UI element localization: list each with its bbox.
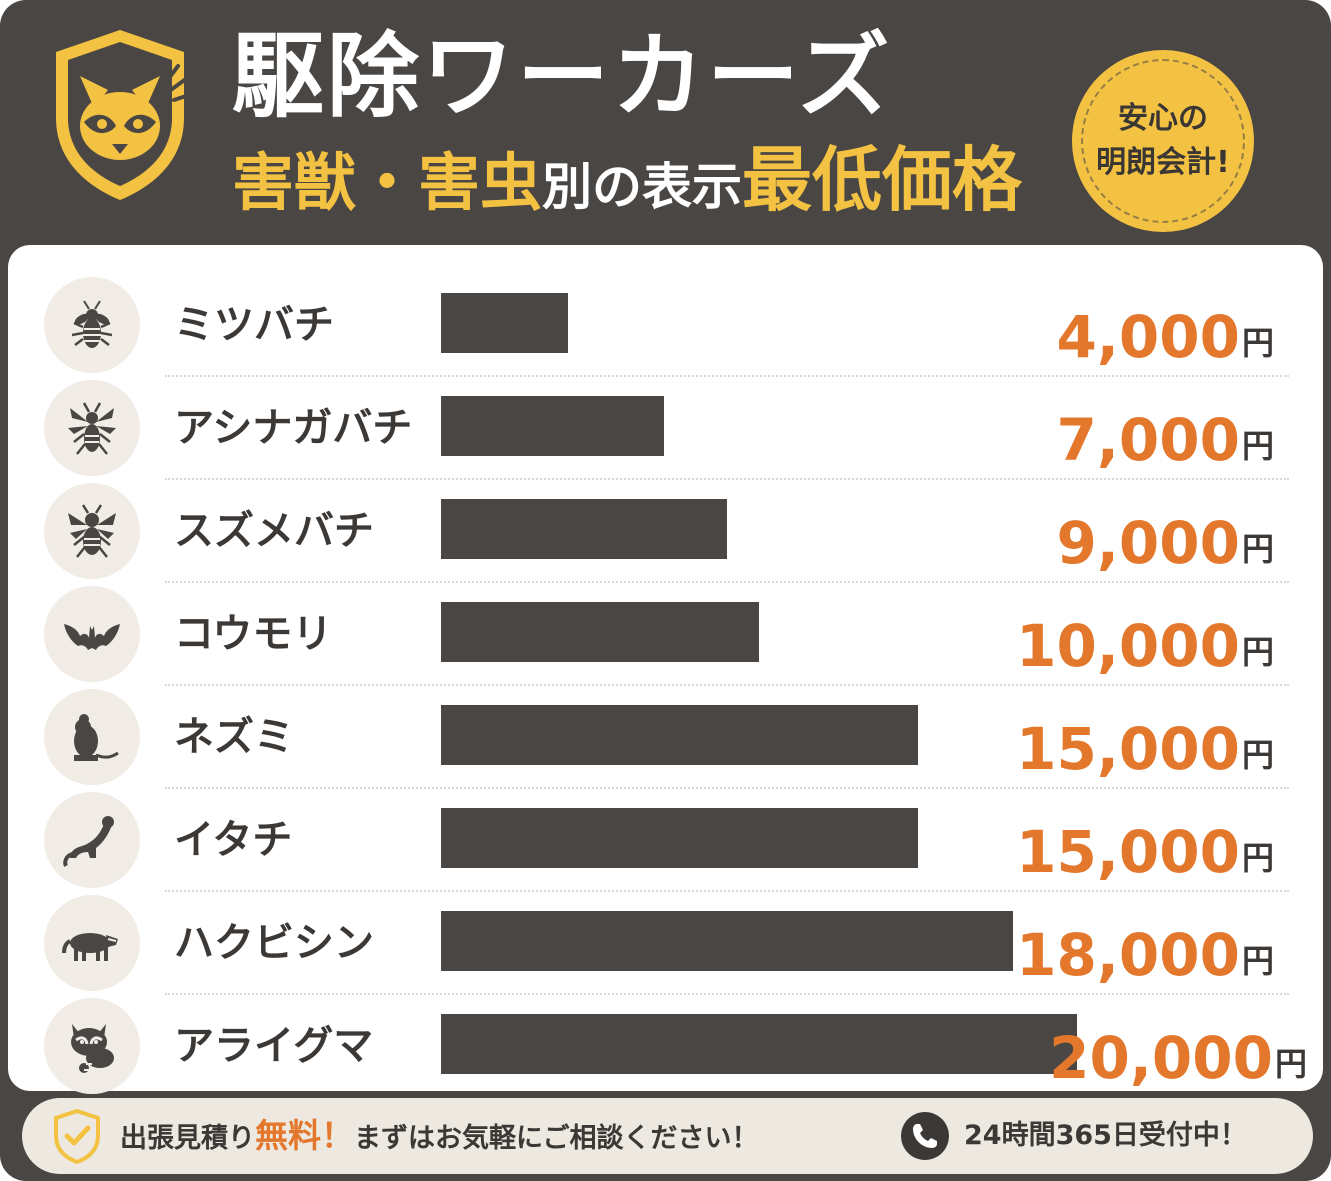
price-unit: 円 <box>1241 633 1274 671</box>
price-bar <box>441 911 1013 971</box>
price-bar <box>441 705 918 765</box>
price-label: 18,000 円 <box>974 901 1274 991</box>
footer-bar: 出張見積り無料！まずはお気軽にご相談ください！ 24時間365日受付中！ <box>22 1098 1313 1174</box>
price-unit: 円 <box>1241 736 1274 774</box>
category-label: アシナガバチ <box>174 405 413 451</box>
paper-wasp-icon <box>68 402 116 455</box>
chart-row: アライグマ 20,000 円 <box>8 994 1323 1097</box>
brand-name: 駆除ワーカーズ <box>232 23 893 130</box>
price-label: 15,000 円 <box>974 798 1274 888</box>
subtitle-emphasis: 最低価格 <box>742 139 1023 221</box>
price-bar <box>441 499 727 559</box>
price-chart-card: ミツバチ 4,000 円アシナガバチ 7,000 円スズメバチ 9,000 円コウモリ 10,… <box>8 245 1323 1094</box>
price-unit: 円 <box>1241 942 1274 980</box>
bat-icon <box>64 624 120 650</box>
row-divider <box>165 890 1289 892</box>
sparkle-icon <box>164 64 200 102</box>
chart-row: スズメバチ 9,000 円 <box>8 479 1323 583</box>
chart-row: ミツバチ 4,000 円 <box>8 273 1323 377</box>
price-value: 15,000 <box>1016 818 1240 886</box>
row-divider <box>165 581 1289 583</box>
chart-row: ハクビシン 18,000 円 <box>8 891 1323 995</box>
bee-icon <box>71 300 113 348</box>
price-unit: 円 <box>1274 1045 1307 1083</box>
row-divider <box>165 375 1289 377</box>
estimate-free-highlight: 無料！ <box>255 1116 354 1155</box>
price-label: 10,000 円 <box>974 592 1274 682</box>
shield-check-icon <box>54 1108 100 1164</box>
chart-row: ネズミ 15,000 円 <box>8 685 1323 789</box>
row-divider <box>165 787 1289 789</box>
category-label: ネズミ <box>174 714 294 760</box>
page-subtitle: 害獣・害虫別の表示最低価格 <box>232 140 1022 239</box>
phone-icon <box>901 1112 949 1160</box>
price-bar <box>441 1014 1077 1074</box>
price-label: 4,000 円 <box>974 283 1274 373</box>
price-label: 20,000 円 <box>1007 1004 1307 1094</box>
price-value: 4,000 <box>1056 303 1240 371</box>
price-unit: 円 <box>1241 839 1274 877</box>
estimate-prefix: 出張見積り <box>120 1123 255 1154</box>
raccoon-icon <box>71 1024 114 1073</box>
price-unit: 円 <box>1241 530 1274 568</box>
subtitle-middle: 別の表示 <box>542 158 743 216</box>
chart-row: コウモリ 10,000 円 <box>8 582 1323 686</box>
free-estimate-message: 出張見積り無料！まずはお気軽にご相談ください！ <box>120 1098 758 1174</box>
price-bar <box>441 602 759 662</box>
weasel-icon <box>63 816 114 867</box>
price-bar <box>441 396 664 456</box>
category-label: アライグマ <box>174 1023 374 1069</box>
category-label: ミツバチ <box>174 302 334 348</box>
price-unit: 円 <box>1241 324 1274 362</box>
category-label: コウモリ <box>174 611 333 657</box>
raccoon-shield-icon <box>56 30 184 200</box>
badge-line-2: 明朗会計! <box>1096 145 1230 180</box>
price-value: 20,000 <box>1049 1024 1273 1092</box>
price-value: 7,000 <box>1056 406 1240 474</box>
price-value: 15,000 <box>1016 715 1240 783</box>
category-label: イタチ <box>174 817 293 863</box>
price-value: 9,000 <box>1056 509 1240 577</box>
price-bar <box>441 808 918 868</box>
category-label: スズメバチ <box>174 508 374 554</box>
mouse-icon <box>74 714 119 761</box>
row-divider <box>165 684 1289 686</box>
hornet-icon <box>68 504 116 558</box>
chart-row: アシナガバチ 7,000 円 <box>8 376 1323 480</box>
row-divider <box>165 993 1289 995</box>
price-label: 7,000 円 <box>974 386 1274 476</box>
badge-dashed-ring <box>1081 59 1245 223</box>
price-unit: 円 <box>1241 427 1274 465</box>
clear-pricing-badge: 安心の 明朗会計! <box>1072 50 1254 232</box>
price-value: 10,000 <box>1016 612 1240 680</box>
pest-icon-badge <box>44 792 140 888</box>
reception-hours: 24時間365日受付中！ <box>964 1120 1247 1151</box>
civet-icon <box>62 933 118 961</box>
price-label: 9,000 円 <box>974 489 1274 579</box>
badge-line-1: 安心の <box>1118 101 1208 136</box>
price-value: 18,000 <box>1016 921 1240 989</box>
subtitle-category: 害獣・害虫 <box>232 146 543 219</box>
price-label: 15,000 円 <box>974 695 1274 785</box>
row-divider <box>165 478 1289 480</box>
price-bar <box>441 293 568 353</box>
category-label: ハクビシン <box>174 920 374 966</box>
chart-row: イタチ 15,000 円 <box>8 788 1323 892</box>
estimate-suffix: まずはお気軽にご相談ください！ <box>354 1123 759 1154</box>
